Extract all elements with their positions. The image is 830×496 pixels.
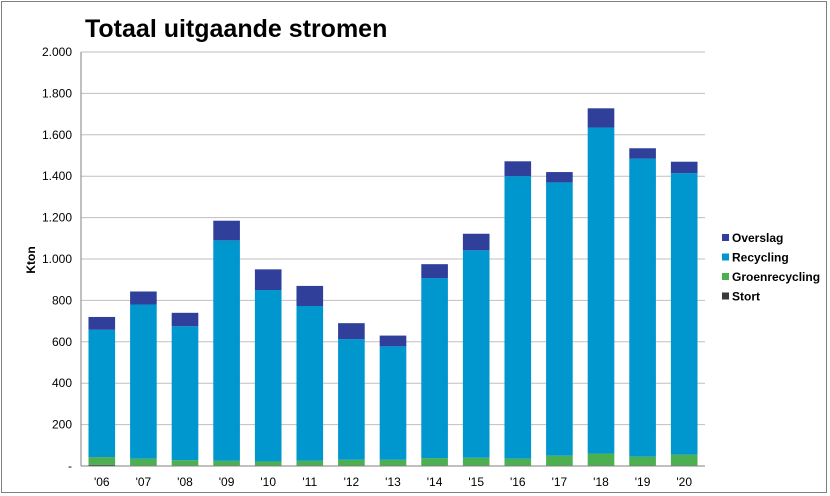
- bar-groenrecycling-2: [171, 460, 199, 466]
- bar-recycling-9: [462, 250, 490, 458]
- y-tick-label: 1.600: [42, 128, 72, 142]
- x-tick-label: '10: [260, 475, 276, 489]
- x-tick-label: '09: [219, 475, 235, 489]
- bars: [88, 108, 698, 466]
- bar-groenrecycling-11: [546, 455, 573, 466]
- x-tick-label: '08: [177, 475, 193, 489]
- bar-recycling-6: [338, 339, 365, 460]
- bar-overslag-14: [670, 161, 698, 174]
- bar-recycling-0: [88, 329, 116, 458]
- bar-recycling-14: [670, 173, 698, 455]
- bar-overslag-7: [379, 335, 407, 347]
- bar-overslag-12: [587, 108, 615, 128]
- bar-recycling-3: [213, 240, 240, 461]
- bar-overslag-9: [462, 233, 490, 251]
- bar-recycling-13: [629, 158, 656, 457]
- y-tick-label: 1.800: [42, 86, 72, 100]
- x-tick-label: '07: [136, 475, 152, 489]
- bar-recycling-10: [504, 176, 532, 459]
- y-tick-label: 600: [52, 335, 72, 349]
- bar-overslag-3: [213, 220, 240, 241]
- legend-label-overslag: Overslag: [732, 231, 783, 245]
- legend-label-groenrecycling: Groenrecycling: [732, 270, 820, 284]
- legend: Overslag Recycling Groenrecycling Stort: [722, 231, 820, 304]
- legend-swatch-groenrecycling: [722, 273, 729, 280]
- bar-groenrecycling-14: [670, 454, 698, 466]
- y-tick-label: 200: [52, 418, 72, 432]
- bar-groenrecycling-4: [254, 461, 282, 466]
- bar-recycling-8: [421, 278, 448, 459]
- y-axis-label: Kton: [24, 246, 38, 273]
- bar-overslag-8: [421, 264, 448, 279]
- y-tick-label: 400: [52, 376, 72, 390]
- bar-overslag-11: [546, 172, 573, 183]
- bar-recycling-1: [130, 304, 157, 459]
- y-tick-label: 800: [52, 293, 72, 307]
- bar-groenrecycling-6: [338, 459, 365, 466]
- bar-groenrecycling-10: [504, 458, 532, 466]
- bar-groenrecycling-8: [421, 458, 448, 466]
- y-tick-label: 1.400: [42, 169, 72, 183]
- bar-recycling-11: [546, 182, 573, 456]
- bar-groenrecycling-0: [88, 457, 116, 465]
- bar-groenrecycling-12: [587, 453, 615, 466]
- x-tick-label: '17: [552, 475, 568, 489]
- bar-recycling-2: [171, 326, 199, 461]
- bar-groenrecycling-3: [213, 460, 240, 466]
- y-tick-label: 1.200: [42, 211, 72, 225]
- x-tick-label: '19: [635, 475, 651, 489]
- x-tick-label: '20: [676, 475, 692, 489]
- bar-groenrecycling-5: [296, 460, 324, 466]
- x-tick-label: '16: [510, 475, 526, 489]
- bar-overslag-2: [171, 312, 199, 327]
- bar-recycling-5: [296, 305, 324, 461]
- x-tick-label: '15: [468, 475, 484, 489]
- y-tick-label: 1.000: [42, 252, 72, 266]
- bar-recycling-12: [587, 127, 615, 454]
- legend-label-recycling: Recycling: [732, 251, 789, 265]
- y-tick-label: -: [68, 459, 72, 473]
- bar-groenrecycling-13: [629, 456, 656, 466]
- legend-label-stort: Stort: [732, 290, 760, 304]
- x-tick-label: '06: [94, 475, 110, 489]
- x-tick-label: '11: [302, 475, 317, 489]
- bar-overslag-5: [296, 285, 324, 306]
- bar-overslag-10: [504, 161, 532, 177]
- bar-overslag-4: [254, 269, 282, 291]
- legend-swatch-stort: [722, 292, 729, 300]
- bar-overslag-0: [88, 316, 116, 330]
- axes: - 200 400 600 800 1.000 1.200 1.400 1.600 1.800 2.…: [42, 45, 705, 489]
- bar-overslag-13: [629, 148, 656, 159]
- bar-groenrecycling-9: [462, 457, 490, 466]
- legend-swatch-recycling: [722, 253, 729, 261]
- bar-recycling-4: [254, 290, 282, 462]
- x-tick-label: '13: [385, 475, 401, 489]
- bar-recycling-7: [379, 346, 407, 460]
- x-tick-label: '14: [427, 475, 443, 489]
- bar-groenrecycling-1: [130, 458, 157, 466]
- bar-stort-0: [88, 464, 116, 466]
- chart-title: Totaal uitgaande stromen: [85, 15, 387, 43]
- x-tick-label: '18: [593, 475, 609, 489]
- bar-overslag-1: [130, 291, 157, 305]
- legend-swatch-overslag: [722, 234, 729, 241]
- bar-overslag-6: [338, 323, 365, 340]
- x-tick-label: '12: [344, 475, 360, 489]
- bar-groenrecycling-7: [379, 459, 407, 466]
- y-tick-label: 2.000: [42, 45, 72, 59]
